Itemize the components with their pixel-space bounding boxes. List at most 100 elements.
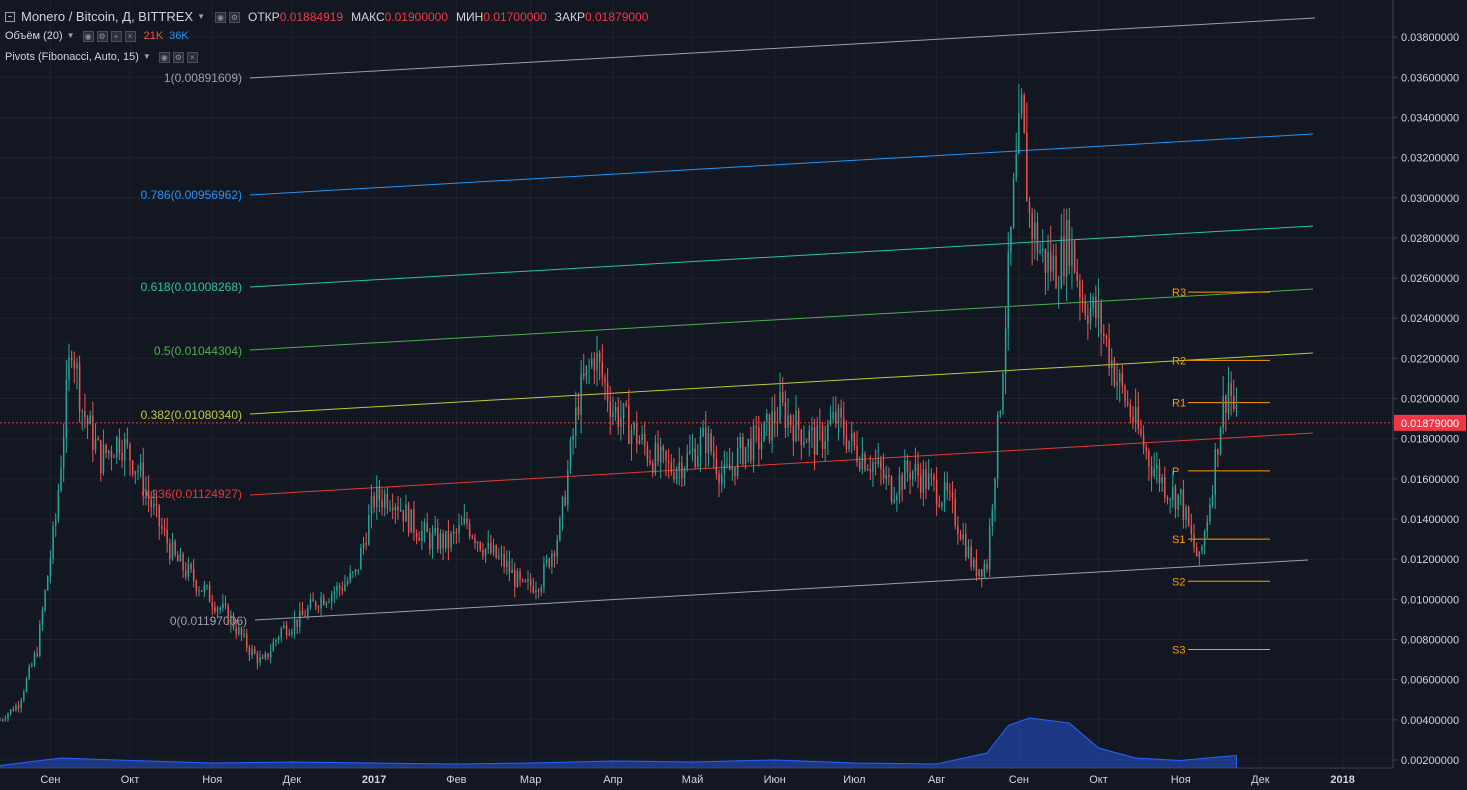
candle-body <box>394 506 397 511</box>
candle-body <box>1172 486 1174 500</box>
time-tick-label: Мар <box>520 774 542 786</box>
candle-body <box>25 678 28 692</box>
eye-icon[interactable]: ◉ <box>82 30 94 42</box>
candle-body <box>4 718 7 720</box>
pivot-legend: Pivots (Fibonacci, Auto, 15) ▼ ◉ ⚙ × <box>0 48 198 66</box>
candle-body <box>1203 531 1206 547</box>
price-tick-label: 0.00400000 <box>1401 715 1459 727</box>
candle-body <box>837 407 840 424</box>
candle-body <box>853 432 856 446</box>
candle-body <box>39 624 41 656</box>
candle-body <box>710 432 712 452</box>
candle-body <box>553 553 556 557</box>
candle-body <box>328 601 330 603</box>
pivot-label: R2 <box>1172 355 1186 367</box>
chevron-down-icon[interactable]: ▼ <box>197 12 206 21</box>
candle-body <box>590 358 593 366</box>
candle-body <box>293 619 296 631</box>
settings-icon[interactable]: ⚙ <box>229 11 241 23</box>
chevron-down-icon[interactable]: ▼ <box>66 31 75 40</box>
chevron-down-icon[interactable]: ▼ <box>142 52 151 61</box>
candle-body <box>65 379 68 438</box>
open-label: ОТКР <box>248 10 280 24</box>
candle-body <box>206 585 208 587</box>
candle-body <box>81 410 84 412</box>
candle-body <box>413 509 415 533</box>
candle-body <box>161 526 163 530</box>
candle-body <box>752 425 755 461</box>
settings-icon[interactable]: ⚙ <box>172 51 184 63</box>
candle-body <box>601 361 604 378</box>
candle-body <box>73 360 76 369</box>
candle-body <box>1214 449 1216 495</box>
candle-body <box>551 553 553 567</box>
candle-body <box>983 563 986 577</box>
candle-body <box>686 453 688 469</box>
candle-body <box>1118 373 1121 382</box>
collapse-icon[interactable] <box>5 12 15 22</box>
candle-body <box>654 443 657 474</box>
candle-body <box>670 462 673 473</box>
price-tick-label: 0.03600000 <box>1401 72 1459 84</box>
candle-body <box>914 463 917 472</box>
candle-body <box>482 550 484 556</box>
candle-body <box>1137 406 1140 429</box>
candle-body <box>805 442 808 444</box>
candle-body <box>529 579 532 586</box>
time-tick-label: Сен <box>1009 774 1029 786</box>
eye-icon[interactable]: ◉ <box>215 11 227 23</box>
candle-body <box>92 415 94 450</box>
candle-body <box>970 546 972 567</box>
candle-body <box>797 410 800 430</box>
candle-body <box>320 597 322 609</box>
candle-body <box>365 542 367 545</box>
candle-body <box>885 475 887 479</box>
candle-body <box>1211 494 1214 505</box>
candle-body <box>78 363 81 412</box>
eye-icon[interactable]: ◉ <box>158 51 170 63</box>
candle-body <box>62 437 65 468</box>
candle-body <box>386 493 389 509</box>
candle-body <box>33 653 36 665</box>
candle-body <box>291 630 293 634</box>
candle-body <box>567 470 569 506</box>
candle-body <box>468 523 471 537</box>
settings-icon[interactable]: ⚙ <box>96 30 108 42</box>
candle-body <box>1052 255 1055 272</box>
add-icon[interactable]: + <box>110 30 122 42</box>
candle-body <box>317 607 320 609</box>
volume-study-title[interactable]: Объём (20) <box>5 30 63 42</box>
candle-body <box>100 440 102 474</box>
candle-body <box>1055 255 1057 289</box>
candle-body <box>622 403 625 419</box>
fib-label: 0.236(0.01124927) <box>141 487 242 501</box>
candle-body <box>1044 248 1047 273</box>
candle-body <box>487 542 489 549</box>
fib-channel: 1(0.00891609) 0.786(0.00956962) 0.618(0.01… <box>141 17 1316 628</box>
candle-body <box>1225 395 1227 413</box>
candle-body <box>134 471 137 475</box>
candle-body <box>405 504 407 522</box>
symbol-title[interactable]: Monero / Bitcoin, Д, BITTREX <box>21 9 194 24</box>
price-axis: 0.03800000 0.03600000 0.03400000 0.03200000… <box>1392 0 1467 790</box>
candle-body <box>407 504 410 533</box>
candle-body <box>158 505 160 527</box>
close-icon[interactable]: × <box>186 51 198 63</box>
close-icon[interactable]: × <box>124 30 136 42</box>
candle-body <box>768 413 771 441</box>
candle-body <box>1108 338 1110 369</box>
candle-body <box>484 548 487 556</box>
candle-body <box>1150 466 1153 476</box>
candle-body <box>280 628 283 638</box>
candle-body <box>784 402 787 428</box>
candle-body <box>445 530 447 549</box>
candle-body <box>1073 241 1076 273</box>
candle-body <box>808 430 811 443</box>
candle-body <box>1230 383 1232 397</box>
candle-body <box>922 469 925 493</box>
candle-body <box>521 579 524 581</box>
fib-label: 0.5(0.01044304) <box>154 344 242 358</box>
candle-body <box>572 435 574 440</box>
pivot-study-title[interactable]: Pivots (Fibonacci, Auto, 15) <box>5 51 139 63</box>
